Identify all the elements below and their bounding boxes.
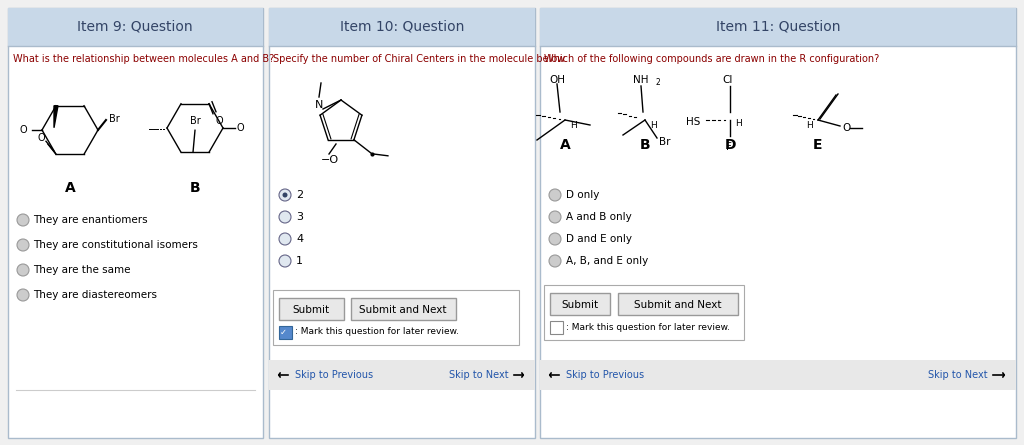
Text: O: O [37, 133, 45, 143]
Bar [550, 293, 610, 315]
Circle shape [549, 233, 561, 245]
Text: H: H [650, 121, 656, 129]
Circle shape [283, 193, 288, 198]
Bar [269, 360, 535, 390]
Text: Br: Br [659, 137, 671, 147]
Bar [540, 360, 1016, 390]
Text: Submit: Submit [293, 305, 330, 315]
Text: F: F [726, 142, 732, 152]
Bar [544, 285, 744, 340]
Text: ✓: ✓ [280, 328, 287, 336]
Circle shape [17, 239, 29, 251]
Text: Specify the number of Chiral Centers in the molecule below.: Specify the number of Chiral Centers in … [273, 54, 567, 64]
Circle shape [17, 289, 29, 301]
Bar [351, 298, 456, 320]
Text: Submit: Submit [561, 300, 599, 310]
Circle shape [279, 189, 291, 201]
Text: : Mark this question for later review.: : Mark this question for later review. [295, 328, 459, 336]
Text: They are constitutional isomers: They are constitutional isomers [33, 240, 198, 250]
Text: Br: Br [189, 116, 201, 126]
Text: They are diastereomers: They are diastereomers [33, 290, 157, 300]
Text: 4: 4 [296, 234, 303, 244]
Text: H: H [806, 121, 813, 129]
Text: D: D [724, 138, 736, 152]
Text: OH: OH [549, 75, 565, 85]
Bar [540, 8, 1016, 438]
Circle shape [17, 214, 29, 226]
Bar [279, 326, 292, 339]
Text: 2: 2 [656, 78, 660, 87]
Text: : Mark this question for later review.: : Mark this question for later review. [566, 323, 730, 332]
Text: D only: D only [566, 190, 599, 200]
Text: 2: 2 [296, 190, 303, 200]
Circle shape [549, 255, 561, 267]
Text: A, B, and E only: A, B, and E only [566, 256, 648, 266]
Circle shape [279, 211, 291, 223]
Text: Item 10: Question: Item 10: Question [340, 20, 464, 34]
Text: E: E [813, 138, 822, 152]
Circle shape [279, 255, 291, 267]
Circle shape [17, 264, 29, 276]
Bar [550, 321, 563, 334]
Text: NH: NH [633, 75, 649, 85]
Circle shape [549, 211, 561, 223]
Bar [618, 293, 738, 315]
Text: O: O [215, 116, 223, 126]
Text: B: B [189, 181, 201, 195]
Bar [540, 8, 1016, 46]
Text: O: O [237, 123, 244, 133]
Text: Item 9: Question: Item 9: Question [77, 20, 193, 34]
Bar [8, 8, 263, 46]
Text: Submit and Next: Submit and Next [634, 300, 722, 310]
Text: N: N [314, 100, 324, 110]
Text: Skip to Previous: Skip to Previous [295, 370, 373, 380]
Text: A: A [65, 181, 76, 195]
Text: Br: Br [109, 114, 120, 124]
Text: They are the same: They are the same [33, 265, 130, 275]
Text: Submit and Next: Submit and Next [359, 305, 446, 315]
Circle shape [279, 233, 291, 245]
Text: H: H [570, 121, 577, 129]
Text: HS: HS [686, 117, 700, 127]
Text: D and E only: D and E only [566, 234, 632, 244]
Text: They are enantiomers: They are enantiomers [33, 215, 147, 225]
Text: Skip to Previous: Skip to Previous [566, 370, 644, 380]
Bar [273, 290, 519, 345]
Bar [269, 8, 535, 438]
Circle shape [549, 189, 561, 201]
Text: A and B only: A and B only [566, 212, 632, 222]
Bar [8, 8, 263, 438]
Text: 1: 1 [296, 256, 303, 266]
Text: O: O [19, 125, 27, 135]
Text: Skip to Next: Skip to Next [929, 370, 988, 380]
Bar [279, 298, 344, 320]
Text: B: B [640, 138, 650, 152]
Text: Item 11: Question: Item 11: Question [716, 20, 841, 34]
Text: Skip to Next: Skip to Next [450, 370, 509, 380]
Text: O: O [842, 123, 850, 133]
Text: What is the relationship between molecules A and B?: What is the relationship between molecul… [13, 54, 274, 64]
Text: A: A [560, 138, 570, 152]
Polygon shape [54, 106, 58, 128]
Text: H: H [735, 120, 741, 129]
Bar [269, 8, 535, 46]
Text: 3: 3 [296, 212, 303, 222]
Text: −O: −O [321, 155, 339, 165]
Text: Cl: Cl [723, 75, 733, 85]
Text: Which of the following compounds are drawn in the R configuration?: Which of the following compounds are dra… [544, 54, 880, 64]
